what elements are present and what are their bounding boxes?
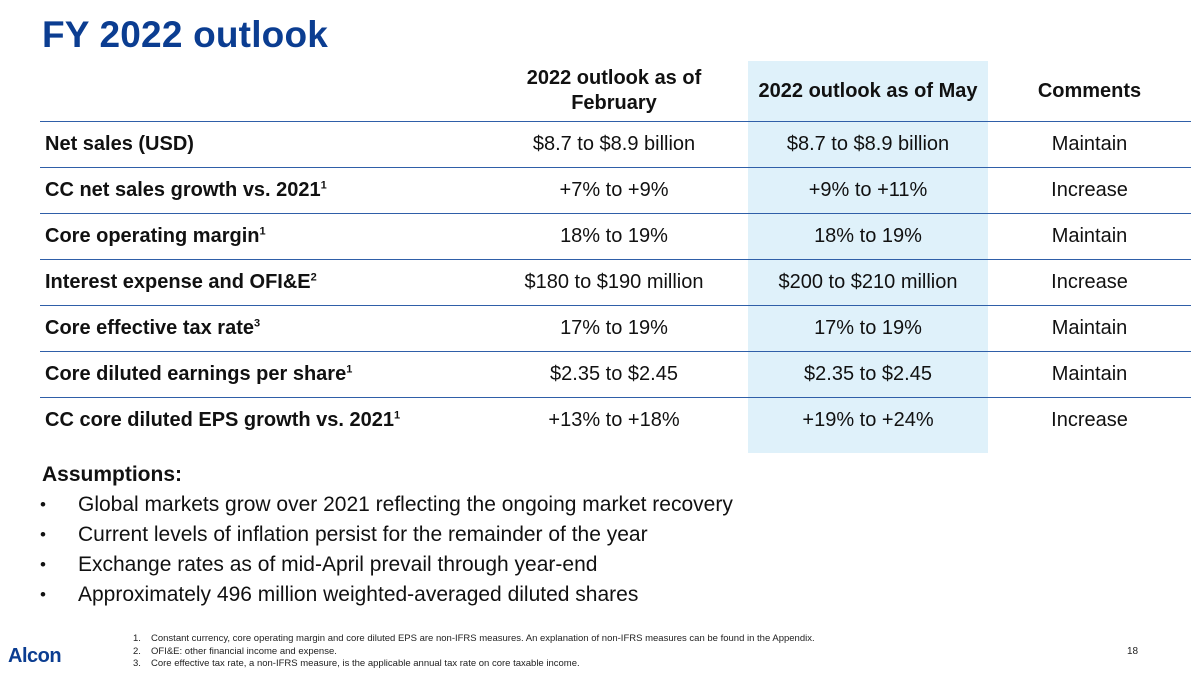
row-label-text: CC net sales growth vs. 2021 bbox=[45, 179, 321, 201]
table-body: Net sales (USD) $8.7 to $8.9 billion $8.7 … bbox=[40, 121, 1191, 444]
row-comment-text: Maintain bbox=[1051, 317, 1128, 339]
row-may-value: +19% to +24% bbox=[748, 398, 988, 444]
row-comment: Increase bbox=[988, 259, 1191, 306]
row-may-value: +9% to +11% bbox=[748, 167, 988, 214]
row-may-value-text: +19% to +24% bbox=[802, 409, 934, 431]
assumptions-title: Assumptions: bbox=[42, 463, 183, 486]
row-february-value-text: $2.35 to $2.45 bbox=[550, 363, 678, 385]
footnote-text: OFI&E: other financial income and expens… bbox=[151, 645, 337, 657]
row-may-value-text: $200 to $210 million bbox=[778, 271, 958, 293]
table-row: Core operating margin1 18% to 19% 18% to 1… bbox=[40, 213, 1191, 260]
table-row: Core effective tax rate3 17% to 19% 17% to… bbox=[40, 305, 1191, 352]
footnote-marker: 2 bbox=[310, 271, 317, 284]
row-comment: Maintain bbox=[988, 351, 1191, 398]
footnote-text: Constant currency, core operating margin… bbox=[151, 633, 815, 644]
row-february-value-text: $8.7 to $8.9 billion bbox=[532, 133, 696, 155]
footnote-marker: 1 bbox=[393, 409, 401, 422]
footnote-item: 2. OFI&E: other financial income and expe… bbox=[133, 646, 815, 659]
page-number: 18 bbox=[1127, 646, 1139, 657]
footnotes: 1. Constant currency, core operating marg… bbox=[133, 633, 815, 671]
table-row: CC core diluted EPS growth vs. 20211 +13%… bbox=[40, 398, 1191, 444]
row-label: Net sales (USD) bbox=[40, 121, 480, 168]
row-may-value-text: +9% to +11% bbox=[808, 179, 928, 201]
row-may-value: $8.7 to $8.9 billion bbox=[748, 121, 988, 168]
table-row: Interest expense and OFI&E2 $180 to $190 … bbox=[40, 259, 1191, 306]
row-may-value: $2.35 to $2.45 bbox=[748, 351, 988, 398]
row-may-value: 18% to 19% bbox=[748, 213, 988, 260]
assumption-item: Approximately 496 million weighted-avera… bbox=[40, 580, 733, 610]
row-february-value-text: 18% to 19% bbox=[560, 225, 668, 247]
header-metric bbox=[40, 61, 480, 122]
table-row: Net sales (USD) $8.7 to $8.9 billion $8.7 … bbox=[40, 121, 1191, 168]
row-february-value-text: +13% to +18% bbox=[548, 409, 680, 431]
page-title: FY 2022 outlook bbox=[42, 14, 329, 55]
row-february-value: 17% to 19% bbox=[480, 305, 748, 352]
footnote-number: 3. bbox=[133, 658, 141, 669]
header-comments: Comments bbox=[988, 61, 1191, 122]
footnote-marker: 3 bbox=[253, 317, 261, 330]
row-february-value-text: 17% to 19% bbox=[560, 317, 668, 339]
assumption-item: Exchange rates as of mid-April prevail t… bbox=[40, 550, 733, 580]
row-comment-text: Increase bbox=[1051, 271, 1128, 293]
row-comment-text: Increase bbox=[1051, 409, 1128, 431]
row-february-value: 18% to 19% bbox=[480, 213, 748, 260]
row-comment: Increase bbox=[988, 398, 1191, 444]
row-may-value-text: 18% to 19% bbox=[814, 225, 922, 247]
table-row: CC net sales growth vs. 20211 +7% to +9% +… bbox=[40, 167, 1191, 214]
footnote-marker: 1 bbox=[346, 363, 353, 376]
row-label: Core operating margin1 bbox=[40, 213, 480, 260]
row-label: Core effective tax rate3 bbox=[40, 305, 480, 352]
row-label: Core diluted earnings per share1 bbox=[40, 351, 480, 398]
assumptions-list: Global markets grow over 2021 reflecting… bbox=[40, 490, 733, 610]
row-label: CC core diluted EPS growth vs. 20211 bbox=[40, 398, 480, 444]
row-label-text: Core operating margin bbox=[45, 225, 260, 247]
row-february-value: $2.35 to $2.45 bbox=[480, 351, 748, 398]
outlook-table: 2022 outlook as of February 2022 outlook… bbox=[40, 61, 1191, 443]
row-may-value-text: 17% to 19% bbox=[814, 317, 922, 339]
row-comment: Maintain bbox=[988, 305, 1191, 352]
row-comment: Maintain bbox=[988, 213, 1191, 260]
row-label-text: Interest expense and OFI&E bbox=[45, 271, 311, 293]
row-comment: Maintain bbox=[988, 121, 1191, 168]
row-label: CC net sales growth vs. 20211 bbox=[40, 167, 480, 214]
row-comment-text: Maintain bbox=[1051, 225, 1128, 247]
row-may-value-text: $8.7 to $8.9 billion bbox=[786, 133, 950, 155]
footnote-item: 1. Constant currency, core operating marg… bbox=[133, 633, 815, 646]
row-may-value: $200 to $210 million bbox=[748, 259, 988, 306]
row-label-text: CC core diluted EPS growth vs. 2021 bbox=[45, 409, 394, 431]
footnote-number: 2. bbox=[133, 645, 141, 657]
row-label-text: Core diluted earnings per share bbox=[45, 363, 347, 385]
table-row: Core diluted earnings per share1 $2.35 to… bbox=[40, 351, 1191, 398]
footnote-number: 1. bbox=[133, 633, 141, 644]
assumption-item: Current levels of inflation persist for … bbox=[40, 520, 733, 550]
row-february-value-text: +7% to +9% bbox=[559, 179, 669, 201]
footnote-marker: 1 bbox=[259, 225, 266, 238]
alcon-logo: Alcon bbox=[8, 645, 62, 667]
row-label: Interest expense and OFI&E2 bbox=[40, 259, 480, 306]
row-february-value: +13% to +18% bbox=[480, 398, 748, 444]
row-label-text: Core effective tax rate bbox=[45, 317, 254, 339]
row-comment-text: Maintain bbox=[1051, 363, 1128, 385]
row-comment: Increase bbox=[988, 167, 1191, 214]
footnote-item: 3. Core effective tax rate, a non-IFRS me… bbox=[133, 658, 815, 671]
assumption-item: Global markets grow over 2021 reflecting… bbox=[40, 490, 733, 520]
row-february-value-text: $180 to $190 million bbox=[524, 271, 704, 293]
footnote-marker: 1 bbox=[320, 179, 327, 192]
header-february: 2022 outlook as of February bbox=[480, 61, 748, 122]
table-header-row: 2022 outlook as of February 2022 outlook… bbox=[40, 61, 1191, 122]
row-comment-text: Increase bbox=[1051, 179, 1128, 201]
row-may-value-text: $2.35 to $2.45 bbox=[804, 363, 932, 385]
row-february-value: $180 to $190 million bbox=[480, 259, 748, 306]
row-february-value: +7% to +9% bbox=[480, 167, 748, 214]
footnote-text: Core effective tax rate, a non-IFRS meas… bbox=[151, 658, 580, 669]
row-comment-text: Maintain bbox=[1051, 133, 1128, 155]
row-february-value: $8.7 to $8.9 billion bbox=[480, 121, 748, 168]
row-label-text: Net sales (USD) bbox=[45, 133, 194, 155]
row-may-value: 17% to 19% bbox=[748, 305, 988, 352]
header-may: 2022 outlook as of May bbox=[748, 61, 988, 122]
